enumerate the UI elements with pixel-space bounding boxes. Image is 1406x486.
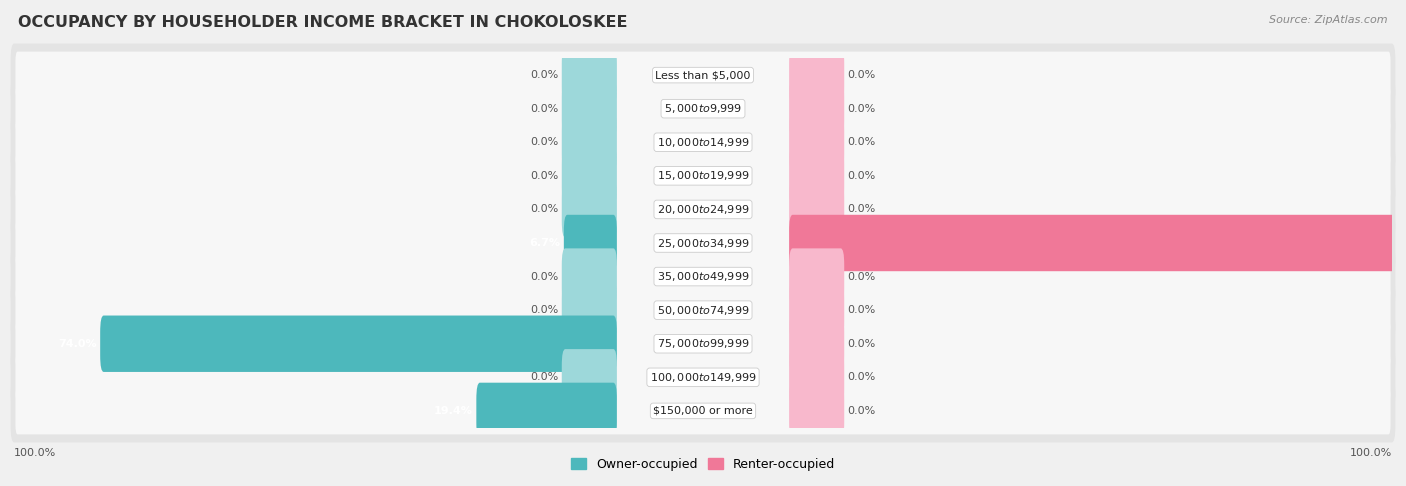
FancyBboxPatch shape <box>15 287 1391 334</box>
FancyBboxPatch shape <box>789 181 844 238</box>
FancyBboxPatch shape <box>11 278 1395 342</box>
Text: $15,000 to $19,999: $15,000 to $19,999 <box>657 169 749 182</box>
Text: $75,000 to $99,999: $75,000 to $99,999 <box>657 337 749 350</box>
Text: 0.0%: 0.0% <box>848 305 876 315</box>
FancyBboxPatch shape <box>15 186 1391 233</box>
Text: 0.0%: 0.0% <box>848 272 876 281</box>
FancyBboxPatch shape <box>789 282 844 338</box>
Text: Source: ZipAtlas.com: Source: ZipAtlas.com <box>1270 15 1388 25</box>
FancyBboxPatch shape <box>11 346 1395 409</box>
FancyBboxPatch shape <box>562 148 617 204</box>
FancyBboxPatch shape <box>477 382 617 439</box>
FancyBboxPatch shape <box>562 47 617 104</box>
Text: 0.0%: 0.0% <box>530 137 558 147</box>
FancyBboxPatch shape <box>15 253 1391 300</box>
FancyBboxPatch shape <box>15 85 1391 132</box>
FancyBboxPatch shape <box>11 178 1395 241</box>
Text: 0.0%: 0.0% <box>530 305 558 315</box>
FancyBboxPatch shape <box>789 47 844 104</box>
Text: 0.0%: 0.0% <box>848 339 876 349</box>
FancyBboxPatch shape <box>11 111 1395 174</box>
FancyBboxPatch shape <box>100 315 617 372</box>
Legend: Owner-occupied, Renter-occupied: Owner-occupied, Renter-occupied <box>567 452 839 476</box>
Text: 0.0%: 0.0% <box>848 406 876 416</box>
FancyBboxPatch shape <box>15 220 1391 266</box>
Text: $5,000 to $9,999: $5,000 to $9,999 <box>664 102 742 115</box>
Text: $35,000 to $49,999: $35,000 to $49,999 <box>657 270 749 283</box>
FancyBboxPatch shape <box>789 148 844 204</box>
FancyBboxPatch shape <box>562 282 617 338</box>
FancyBboxPatch shape <box>11 380 1395 442</box>
Text: $25,000 to $34,999: $25,000 to $34,999 <box>657 237 749 249</box>
Text: 0.0%: 0.0% <box>530 372 558 382</box>
Text: 100.0%: 100.0% <box>1350 448 1392 458</box>
FancyBboxPatch shape <box>789 114 844 171</box>
Text: 0.0%: 0.0% <box>848 205 876 214</box>
FancyBboxPatch shape <box>11 44 1395 106</box>
Text: $20,000 to $24,999: $20,000 to $24,999 <box>657 203 749 216</box>
FancyBboxPatch shape <box>11 312 1395 375</box>
FancyBboxPatch shape <box>11 211 1395 275</box>
FancyBboxPatch shape <box>789 215 1406 271</box>
FancyBboxPatch shape <box>15 320 1391 367</box>
FancyBboxPatch shape <box>562 248 617 305</box>
FancyBboxPatch shape <box>789 315 844 372</box>
Text: 0.0%: 0.0% <box>530 104 558 114</box>
FancyBboxPatch shape <box>15 354 1391 401</box>
Text: 0.0%: 0.0% <box>848 137 876 147</box>
Text: 6.7%: 6.7% <box>530 238 561 248</box>
Text: 0.0%: 0.0% <box>530 171 558 181</box>
FancyBboxPatch shape <box>562 181 617 238</box>
FancyBboxPatch shape <box>11 245 1395 308</box>
Text: Less than $5,000: Less than $5,000 <box>655 70 751 80</box>
Text: $150,000 or more: $150,000 or more <box>654 406 752 416</box>
FancyBboxPatch shape <box>789 248 844 305</box>
Text: 0.0%: 0.0% <box>848 104 876 114</box>
Text: 0.0%: 0.0% <box>530 205 558 214</box>
FancyBboxPatch shape <box>11 144 1395 208</box>
Text: 19.4%: 19.4% <box>434 406 472 416</box>
FancyBboxPatch shape <box>11 77 1395 140</box>
Text: 74.0%: 74.0% <box>58 339 97 349</box>
Text: 0.0%: 0.0% <box>848 171 876 181</box>
Text: $10,000 to $14,999: $10,000 to $14,999 <box>657 136 749 149</box>
Text: 0.0%: 0.0% <box>848 372 876 382</box>
FancyBboxPatch shape <box>562 349 617 405</box>
FancyBboxPatch shape <box>789 349 844 405</box>
FancyBboxPatch shape <box>562 114 617 171</box>
Text: 100.0%: 100.0% <box>14 448 56 458</box>
FancyBboxPatch shape <box>15 52 1391 99</box>
Text: 0.0%: 0.0% <box>848 70 876 80</box>
FancyBboxPatch shape <box>564 215 617 271</box>
Text: $100,000 to $149,999: $100,000 to $149,999 <box>650 371 756 384</box>
Text: $50,000 to $74,999: $50,000 to $74,999 <box>657 304 749 317</box>
FancyBboxPatch shape <box>562 81 617 137</box>
Text: 0.0%: 0.0% <box>530 272 558 281</box>
FancyBboxPatch shape <box>789 382 844 439</box>
FancyBboxPatch shape <box>15 152 1391 199</box>
Text: OCCUPANCY BY HOUSEHOLDER INCOME BRACKET IN CHOKOLOSKEE: OCCUPANCY BY HOUSEHOLDER INCOME BRACKET … <box>18 15 627 30</box>
Text: 0.0%: 0.0% <box>530 70 558 80</box>
FancyBboxPatch shape <box>789 81 844 137</box>
FancyBboxPatch shape <box>15 119 1391 166</box>
FancyBboxPatch shape <box>15 387 1391 434</box>
